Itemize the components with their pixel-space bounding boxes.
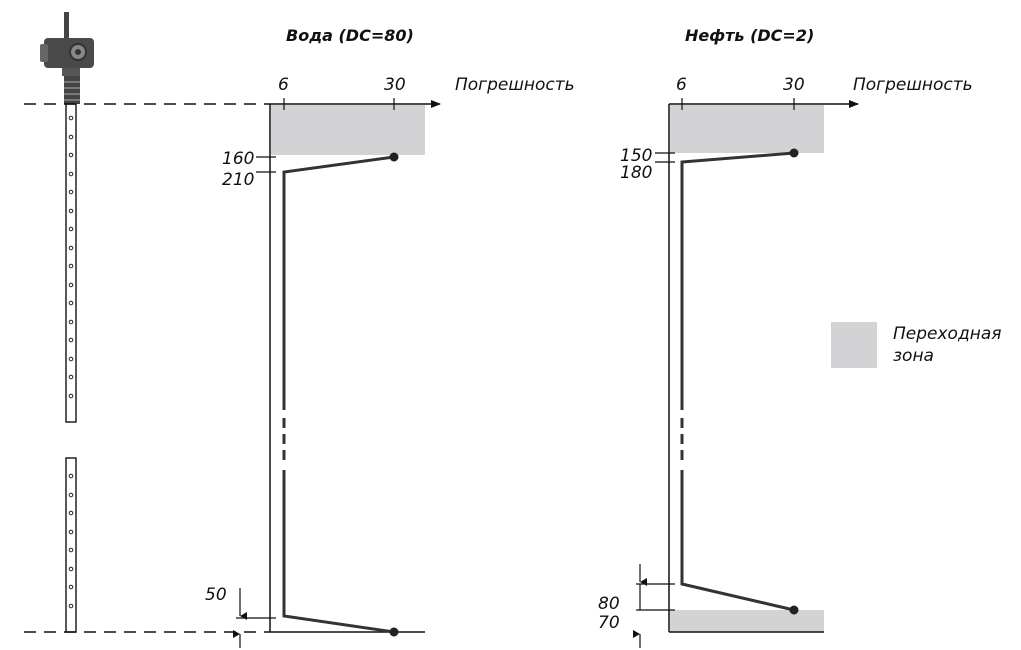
legend-swatch <box>831 322 877 368</box>
rod-hole <box>68 374 74 380</box>
rod-hole <box>68 189 74 195</box>
rod-hole <box>68 226 74 232</box>
rod-hole <box>68 245 74 251</box>
rod-hole <box>68 337 74 343</box>
chart-oil-label-70: 70 <box>598 613 620 633</box>
rod-hole <box>68 510 74 516</box>
rod-hole <box>68 263 74 269</box>
chart-water-point-top <box>389 152 399 162</box>
chart-oil-label-150: 150 <box>620 146 652 166</box>
rod-hole <box>68 529 74 535</box>
rod-hole <box>68 171 74 177</box>
chart-oil-tick-6: 6 <box>676 75 687 95</box>
probe-illustration <box>40 12 94 633</box>
rod-hole <box>68 356 74 362</box>
rod-hole <box>68 603 74 609</box>
chart-water-label-50: 50 <box>205 585 227 605</box>
chart-water-tick-30: 30 <box>384 75 406 95</box>
chart-water-curve-bottom <box>282 470 395 634</box>
rod-hole <box>68 473 74 479</box>
rod-hole <box>68 547 74 553</box>
chart-water-transition-zone <box>271 105 425 155</box>
rod-hole <box>68 134 74 140</box>
chart-oil-transition-zone-bottom <box>670 610 824 632</box>
chart-water-label-210: 210 <box>222 170 254 190</box>
legend: Переходная зона <box>831 322 1001 368</box>
chart-oil-label-180: 180 <box>620 163 652 183</box>
chart-oil-point-bottom <box>789 605 799 615</box>
chart-water: Вода (DC=80) 6 30 Погрешность 160 210 50 <box>205 26 575 648</box>
chart-water-axis-label: Погрешность <box>455 75 575 95</box>
legend-label-line2: зона <box>893 346 934 366</box>
chart-oil-curve-top <box>680 151 795 410</box>
chart-water-title: Вода (DC=80) <box>286 26 414 45</box>
chart-water-point-bottom <box>389 627 399 637</box>
rod-hole <box>68 115 74 121</box>
legend-label-line1: Переходная <box>893 324 1001 344</box>
chart-oil-axis-label: Погрешность <box>853 75 973 95</box>
rod-hole <box>68 152 74 158</box>
rod-hole <box>68 282 74 288</box>
rod-hole <box>68 492 74 498</box>
rod-hole <box>68 584 74 590</box>
chart-water-curve-top <box>282 155 395 410</box>
chart-oil-transition-zone-top <box>670 105 824 153</box>
chart-water-label-160: 160 <box>222 149 254 169</box>
chart-water-tick-6: 6 <box>278 75 289 95</box>
chart-oil-point-top <box>789 148 799 158</box>
chart-oil: Нефть (DC=2) 6 30 Погрешность 150 180 80… <box>598 26 973 648</box>
chart-oil-title: Нефть (DC=2) <box>685 26 814 45</box>
rod-hole <box>68 300 74 306</box>
chart-oil-tick-30: 30 <box>783 75 805 95</box>
rod-hole <box>68 208 74 214</box>
rod-hole <box>68 566 74 572</box>
chart-oil-curve-bottom <box>680 470 795 612</box>
rod-hole <box>68 393 74 399</box>
chart-oil-label-80: 80 <box>598 594 620 614</box>
rod-hole <box>68 319 74 325</box>
